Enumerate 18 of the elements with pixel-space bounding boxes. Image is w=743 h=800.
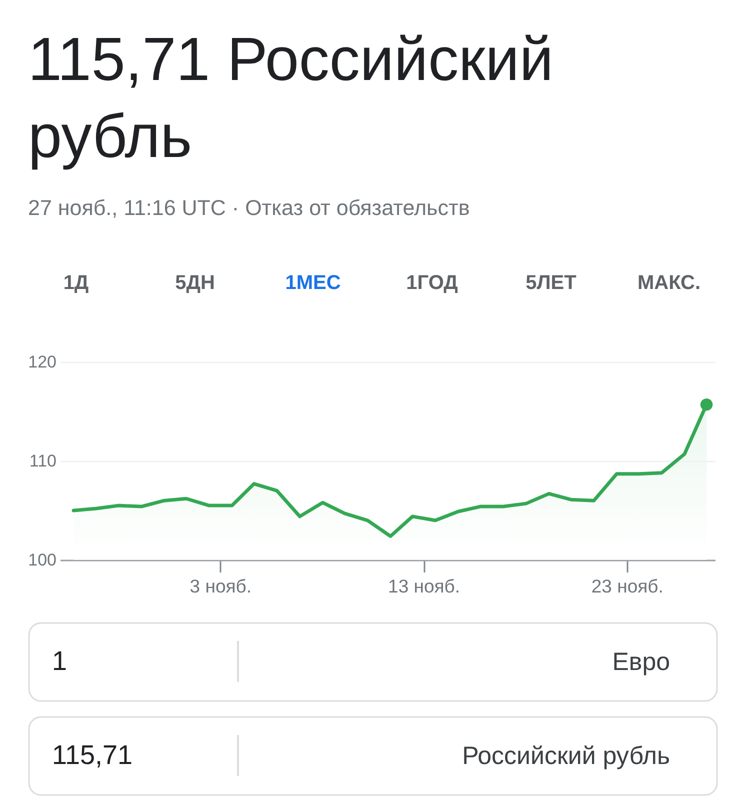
text: 1ГОД [406, 272, 458, 294]
text: 1МЕС [285, 272, 341, 294]
x-tick-label: 3 нояб. [190, 576, 252, 596]
text: Российский рубль [462, 742, 670, 770]
chart-title: 115,71 Российский рубль [28, 25, 554, 170]
chart-subtitle: 27 нояб., 11:16 UTC · Отказ от обязательств [28, 196, 470, 220]
x-tick-label: 23 нояб. [591, 576, 664, 596]
text: 5ДН [175, 272, 215, 294]
text: 5ЛЕТ [526, 272, 576, 294]
x-tick-label: 13 нояб. [388, 576, 460, 596]
text: Евро [612, 648, 670, 676]
text: МАКС. [637, 272, 701, 294]
y-tick-label: 110 [29, 452, 56, 470]
text: 1 [52, 646, 68, 676]
text: 1Д [63, 272, 89, 294]
y-tick-label: 100 [28, 550, 56, 570]
text: 115,71 [52, 740, 133, 770]
y-tick-label: 120 [28, 352, 56, 372]
